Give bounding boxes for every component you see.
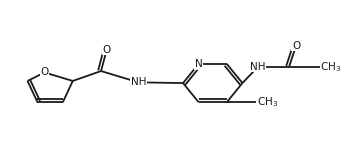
Text: CH$_3$: CH$_3$	[256, 95, 278, 109]
Text: O: O	[292, 41, 300, 51]
Text: NH: NH	[250, 62, 266, 72]
Text: O: O	[40, 67, 49, 78]
Text: N: N	[195, 59, 203, 69]
Text: NH: NH	[131, 77, 146, 87]
Text: O: O	[103, 45, 111, 55]
Text: CH$_3$: CH$_3$	[320, 60, 341, 74]
